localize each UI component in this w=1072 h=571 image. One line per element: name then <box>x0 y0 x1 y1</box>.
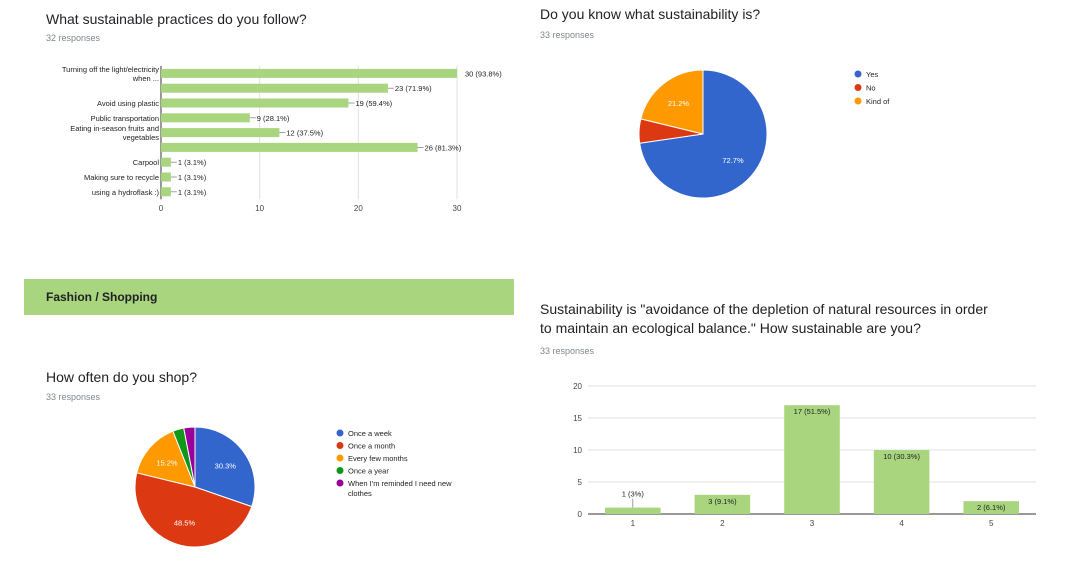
data-label: 19 (59.4%) <box>355 99 392 108</box>
bar <box>161 113 250 123</box>
x-tick-label: 4 <box>899 519 904 528</box>
bar <box>161 128 280 138</box>
data-label: 23 (71.9%) <box>395 84 432 93</box>
y-tick-label: 0 <box>578 510 583 519</box>
q3-legend-label: Once a month <box>348 442 395 451</box>
data-label: 26 (81.3%) <box>425 143 462 152</box>
bar <box>161 68 457 78</box>
q3-legend-label: Once a week <box>348 429 392 438</box>
q3-slice-label: 15.2% <box>156 459 178 468</box>
q1-bar-chart: 0 10 20 30 Turning off the light/electricity… <box>62 65 502 213</box>
q3-pie-chart: 30.3% 48.5% 15.2% Once a week Once a month Ev… <box>134 426 452 548</box>
x-tick-label: 30 <box>453 204 462 213</box>
bar <box>161 187 171 197</box>
bar <box>694 494 751 514</box>
q3-legend-label: Once a year <box>348 467 389 476</box>
q1-title: What sustainable practices do you follow… <box>46 11 307 27</box>
data-label: 10 (30.3%) <box>883 452 920 461</box>
q2-title: Do you know what sustainability is? <box>540 6 761 22</box>
bar <box>161 83 388 93</box>
section-title: Fashion / Shopping <box>46 290 158 304</box>
x-tick-label: 20 <box>354 204 363 213</box>
q2-response-count: 33 responses <box>540 30 595 40</box>
y-tick-label: 20 <box>573 382 582 391</box>
data-label: 30 (93.8%) <box>465 69 502 78</box>
q3-legend-label: Every few months <box>348 454 408 463</box>
category-label: Carpool <box>133 158 160 167</box>
q4-response-count: 33 responses <box>540 346 595 356</box>
data-label: 1 (3.1%) <box>178 158 207 167</box>
q3-title: How often do you shop? <box>46 369 197 385</box>
q2-legend-label: Kind of <box>866 97 890 106</box>
q3-slice <box>194 426 256 508</box>
q3-slice <box>136 430 196 488</box>
bar <box>161 157 171 167</box>
category-label: Avoid using plastic <box>97 99 159 108</box>
q2-legend-swatch <box>854 97 862 105</box>
section-header: Fashion / Shopping <box>24 279 514 315</box>
x-tick-label: 5 <box>989 519 994 528</box>
data-label: 17 (51.5%) <box>794 407 831 416</box>
q3-response-count: 33 responses <box>46 392 101 402</box>
q1-response-count: 32 responses <box>46 33 101 43</box>
bar <box>161 98 349 108</box>
q3-legend-swatch <box>336 429 344 437</box>
y-tick-label: 10 <box>573 446 582 455</box>
data-label: 1 (3%) <box>622 490 645 499</box>
category-label: vegetables <box>123 133 160 142</box>
q2-legend-swatch <box>854 84 862 91</box>
bar <box>784 405 840 514</box>
q4-title-line2: to maintain an ecological balance." How … <box>540 320 921 336</box>
y-tick-label: 5 <box>578 478 583 487</box>
bar <box>605 507 661 514</box>
x-tick-label: 10 <box>255 204 264 213</box>
data-label: 12 (37.5%) <box>286 129 323 138</box>
q3-legend-swatch <box>336 467 344 474</box>
q2-slice-label: 72.7% <box>722 156 744 165</box>
x-tick-label: 3 <box>810 519 815 528</box>
q3-legend-swatch <box>336 454 344 462</box>
data-label: 1 (3.1%) <box>178 188 207 197</box>
category-label: Making sure to recycle <box>84 173 159 182</box>
category-label: when ... <box>132 74 159 83</box>
data-label: 2 (6.1%) <box>977 503 1006 512</box>
q3-legend-label: clothes <box>348 489 372 498</box>
q3-legend-swatch <box>336 479 344 487</box>
data-label: 1 (3.1%) <box>178 173 207 182</box>
q3-legend-swatch <box>336 442 344 449</box>
category-label: using a hydroflask :) <box>92 188 160 197</box>
q3-slice-label: 48.5% <box>174 519 196 528</box>
x-tick-label: 1 <box>631 519 636 528</box>
q3-legend-label: When I'm reminded I need new <box>348 479 452 488</box>
data-label: 9 (28.1%) <box>257 114 290 123</box>
q2-legend-label: Yes <box>866 70 878 79</box>
x-tick-label: 0 <box>159 204 164 213</box>
q4-title-line1: Sustainability is "avoidance of the depl… <box>540 301 988 317</box>
bar <box>161 172 171 182</box>
q2-pie-chart: 72.7% 21.2% Yes No Kind of <box>638 69 890 199</box>
q3-slice-label: 30.3% <box>215 461 237 470</box>
q2-legend-swatch <box>854 70 862 78</box>
data-label: 3 (9.1%) <box>708 497 737 506</box>
category-label: Public transportation <box>91 114 159 123</box>
x-tick-label: 2 <box>720 519 725 528</box>
bar <box>963 501 1019 514</box>
q3-slice <box>134 472 253 548</box>
bar <box>161 142 418 152</box>
q2-slice <box>640 69 704 135</box>
q3-slice <box>183 426 196 488</box>
q2-slice-label: 21.2% <box>668 99 690 108</box>
category-label: Eating in-season fruits and <box>70 124 159 133</box>
q2-legend-label: No <box>866 84 876 93</box>
q4-bar-chart: 0 5 10 15 20 1 1 (3%) 2 3 (9.1%) 3 17 (51.5%) 4 10 (… <box>573 382 1036 528</box>
bar <box>873 450 930 514</box>
y-tick-label: 15 <box>573 414 582 423</box>
category-label: Turning off the light/electricity <box>62 65 159 74</box>
